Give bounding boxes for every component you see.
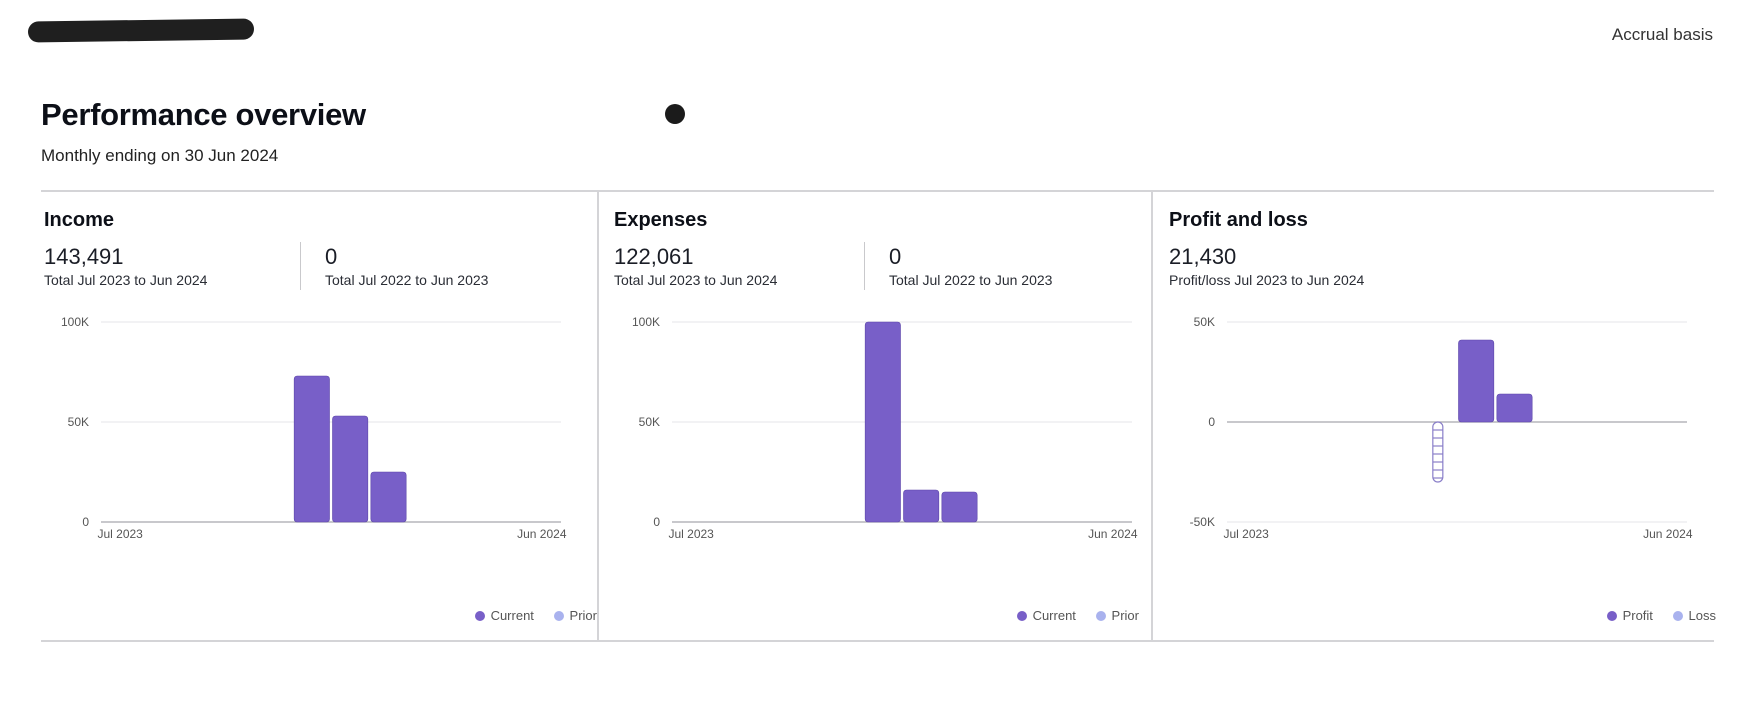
profit-loss-title: Profit and loss — [1169, 209, 1308, 231]
legend-item-prior[interactable]: Prior — [1095, 608, 1139, 623]
bar-current-jan-2024 — [332, 415, 369, 523]
bar-current-dec-2023 — [864, 321, 901, 523]
bar-profit-jan-2024 — [1458, 339, 1495, 423]
legend-label-current: Current — [1032, 608, 1076, 623]
legend-dot-prior — [1095, 610, 1106, 621]
legend-label-loss: Loss — [1688, 608, 1716, 623]
expenses-prior-total-label: Total Jul 2022 to Jun 2023 — [889, 272, 1053, 288]
y-tick-label: 50K — [68, 415, 89, 429]
bar-current-feb-2024 — [941, 491, 978, 523]
legend-dot-current — [474, 610, 485, 621]
bar-loss-dec-2023 — [1432, 421, 1444, 483]
legend-item-profit[interactable]: Profit — [1606, 608, 1653, 623]
legend-dot-prior — [553, 610, 564, 621]
redacted-business-name — [27, 18, 255, 43]
y-tick-label: 50K — [639, 415, 660, 429]
x-tick-label: Jul 2023 — [668, 527, 714, 541]
stat-divider — [300, 242, 301, 290]
y-tick-label: 0 — [1208, 415, 1215, 429]
legend-label-current: Current — [490, 608, 534, 623]
income-current-total-label: Total Jul 2023 to Jun 2024 — [44, 272, 208, 288]
expenses-title: Expenses — [614, 209, 708, 231]
legend-dot-loss — [1672, 610, 1683, 621]
profit-loss-panel[interactable]: Profit and loss 21,430 Profit/loss Jul 2… — [1151, 192, 1716, 640]
bar-current-feb-2024 — [370, 471, 407, 523]
income-title: Income — [44, 209, 115, 231]
profit-loss-legend: Profit Loss — [1591, 608, 1716, 624]
legend-label-profit: Profit — [1622, 608, 1653, 623]
income-current-total: 143,491 — [44, 244, 124, 269]
legend-label-prior: Prior — [569, 608, 597, 623]
x-tick-label: Jun 2024 — [517, 527, 567, 541]
legend-item-current[interactable]: Current — [1016, 608, 1076, 623]
y-tick-label: 100K — [61, 315, 89, 329]
expenses-panel[interactable]: Expenses 122,061 Total Jul 2023 to Jun 2… — [597, 192, 1153, 640]
performance-panels: Income 143,491 Total Jul 2023 to Jun 202… — [41, 190, 1716, 642]
page-title: Performance overview — [41, 97, 366, 132]
bar-profit-feb-2024 — [1496, 393, 1533, 423]
legend-dot-profit — [1606, 610, 1617, 621]
loss-bar-outline — [1432, 421, 1444, 483]
top-bar: Accrual basis — [0, 0, 1756, 60]
income-prior-total: 0 — [325, 244, 338, 269]
expenses-chart[interactable]: 0 50K 100K Jul 2023 Jun 2024 — [612, 302, 1172, 552]
bar-current-dec-2023 — [293, 375, 330, 523]
x-tick-label: Jun 2024 — [1643, 527, 1693, 541]
income-chart[interactable]: 0 50K 100K Jul 2023 Jun 2024 — [41, 302, 601, 552]
y-tick-label: 100K — [632, 315, 660, 329]
stat-divider — [864, 242, 865, 290]
legend-item-loss[interactable]: Loss — [1672, 608, 1716, 623]
page-footer-space — [0, 640, 1756, 727]
expenses-current-total-label: Total Jul 2023 to Jun 2024 — [614, 272, 778, 288]
legend-item-prior[interactable]: Prior — [553, 608, 597, 623]
legend-item-current[interactable]: Current — [474, 608, 534, 623]
y-tick-label: 0 — [653, 515, 660, 529]
legend-label-prior: Prior — [1111, 608, 1139, 623]
income-prior-total-label: Total Jul 2022 to Jun 2023 — [325, 272, 489, 288]
y-tick-label: -50K — [1190, 515, 1215, 529]
period-subtitle: Monthly ending on 30 Jun 2024 — [41, 146, 279, 165]
x-tick-label: Jul 2023 — [1223, 527, 1269, 541]
accounting-basis-label: Accrual basis — [1611, 25, 1713, 44]
profit-loss-total: 21,430 — [1169, 244, 1237, 269]
profit-loss-total-label: Profit/loss Jul 2023 to Jun 2024 — [1169, 272, 1365, 288]
income-legend: Current Prior — [459, 608, 597, 624]
income-panel[interactable]: Income 143,491 Total Jul 2023 to Jun 202… — [41, 192, 597, 640]
x-tick-label: Jun 2024 — [1088, 527, 1138, 541]
y-tick-label: 0 — [82, 515, 89, 529]
legend-dot-current — [1016, 610, 1027, 621]
expenses-prior-total: 0 — [889, 244, 902, 269]
expenses-legend: Current Prior — [1001, 608, 1139, 624]
cursor-marker — [665, 104, 685, 124]
bar-current-jan-2024 — [903, 489, 940, 523]
expenses-current-total: 122,061 — [614, 244, 694, 269]
profit-loss-chart[interactable]: -50K 0 50K Jul 2023 Jun 2024 — [1167, 302, 1727, 552]
x-tick-label: Jul 2023 — [97, 527, 143, 541]
y-tick-label: 50K — [1194, 315, 1215, 329]
